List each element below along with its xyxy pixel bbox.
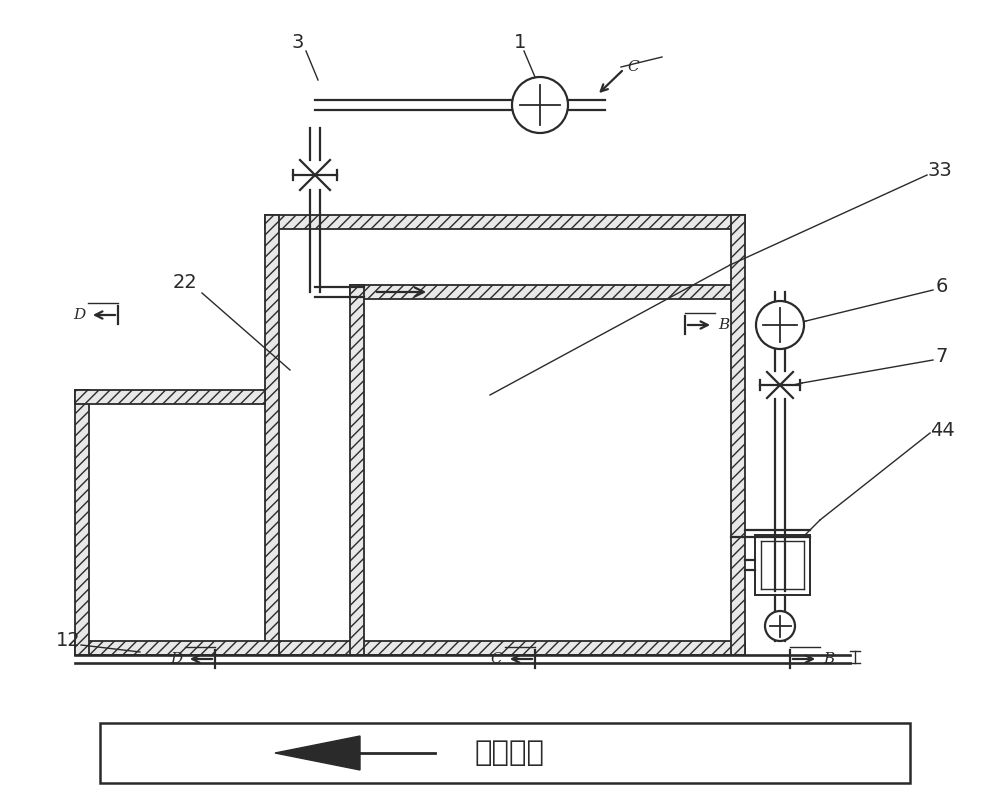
Text: B: B [718, 318, 729, 332]
Text: 纸张方向: 纸张方向 [475, 739, 545, 767]
Bar [350, 285, 731, 299]
Text: 44: 44 [930, 420, 954, 440]
Bar [265, 215, 279, 655]
Text: 7: 7 [936, 348, 948, 366]
Text: 12: 12 [56, 630, 80, 650]
Circle shape [512, 77, 568, 133]
Bar [75, 641, 279, 655]
Circle shape [756, 301, 804, 349]
Bar [265, 641, 745, 655]
Text: D: D [170, 652, 182, 666]
Circle shape [765, 611, 795, 641]
Bar [75, 390, 89, 655]
Text: 22: 22 [173, 273, 197, 291]
Polygon shape [275, 736, 360, 770]
Bar [731, 215, 745, 655]
Bar [755, 535, 810, 595]
Text: C: C [490, 652, 502, 666]
Bar [100, 723, 910, 783]
Text: C: C [627, 60, 639, 74]
Text: 6: 6 [936, 278, 948, 296]
Bar [75, 390, 265, 404]
Text: 33: 33 [928, 160, 952, 180]
Bar [350, 285, 364, 655]
Bar [265, 215, 745, 229]
Text: B: B [823, 652, 834, 666]
Text: D: D [73, 308, 85, 322]
Text: 3: 3 [292, 34, 304, 52]
Text: 1: 1 [514, 34, 526, 52]
